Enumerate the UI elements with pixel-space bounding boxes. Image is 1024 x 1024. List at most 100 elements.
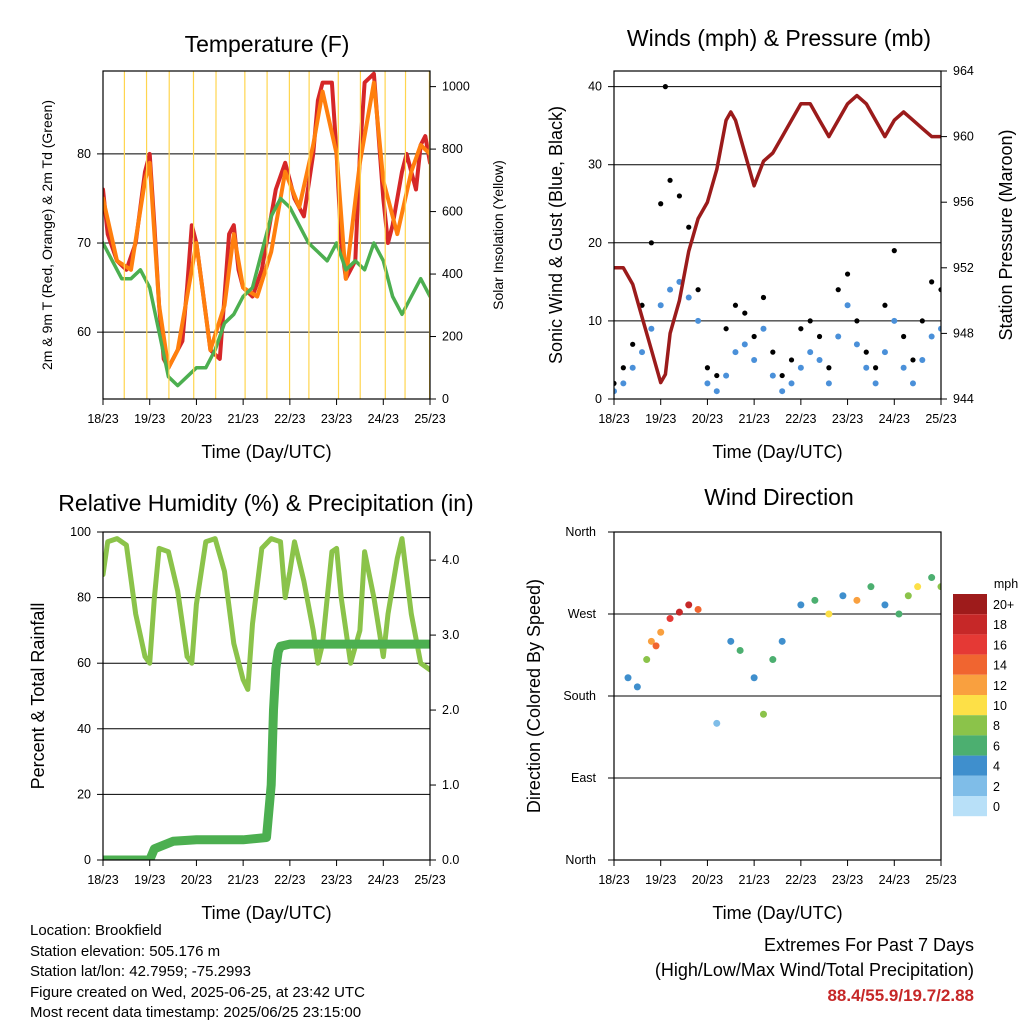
colorbar-swatch bbox=[953, 634, 987, 655]
x-tick-label: 21/23 bbox=[739, 412, 770, 426]
wind-point bbox=[863, 364, 870, 371]
gust-point bbox=[901, 333, 907, 340]
y2-tick-label: 1.0 bbox=[442, 778, 459, 792]
x-tick-label: 22/23 bbox=[785, 873, 816, 887]
colorbar-label: 4 bbox=[993, 760, 1000, 774]
colorbar-label: 16 bbox=[993, 638, 1007, 652]
colorbar-label: 20+ bbox=[993, 598, 1014, 612]
colorbar-label: 10 bbox=[993, 699, 1007, 713]
chart-panel-1: Temperature (F)6070800200400600800100018… bbox=[39, 31, 506, 462]
gust-point bbox=[714, 372, 720, 379]
latlon-text: Station lat/lon: 42.7959; -75.2993 bbox=[30, 963, 252, 980]
wind-point bbox=[779, 388, 786, 395]
recent-text: Most recent data timestamp: 2025/06/25 2… bbox=[30, 1004, 362, 1021]
y-tick-label: 20 bbox=[588, 236, 602, 250]
direction-point bbox=[736, 646, 744, 654]
gust-point bbox=[844, 271, 851, 277]
direction-point bbox=[694, 605, 702, 613]
gust-point bbox=[614, 380, 617, 386]
wind-point bbox=[732, 349, 739, 356]
x-tick-label: 22/23 bbox=[274, 412, 305, 426]
wind-point bbox=[807, 349, 814, 356]
y2-tick-label: 600 bbox=[442, 205, 463, 219]
gust-point bbox=[882, 302, 888, 308]
created-text: Figure created on Wed, 2025-06-25, at 23… bbox=[30, 983, 365, 1001]
y-axis-label: Sonic Wind & Gust (Blue, Black) bbox=[546, 106, 566, 364]
colorbar-label: 2 bbox=[993, 780, 1000, 794]
wind-point bbox=[639, 349, 646, 356]
direction-point bbox=[657, 628, 665, 636]
direction-point bbox=[778, 637, 786, 645]
x-tick-label: 18/23 bbox=[598, 873, 629, 887]
gust-point bbox=[891, 248, 897, 254]
gust-point bbox=[658, 201, 664, 207]
colorbar-label: 6 bbox=[993, 739, 1000, 753]
chart-title: Temperature (F) bbox=[185, 31, 350, 57]
direction-point bbox=[811, 596, 819, 604]
plot-area bbox=[103, 536, 430, 860]
plot-frame bbox=[102, 531, 431, 861]
extremes-title: Extremes For Past 7 Days bbox=[763, 935, 974, 955]
extremes-box: Extremes For Past 7 Days (High/Low/Max W… bbox=[655, 933, 974, 1008]
direction-point bbox=[713, 719, 721, 727]
series-line-4 bbox=[123, 71, 430, 399]
wind-point bbox=[760, 325, 767, 332]
y-tick-label: 70 bbox=[77, 236, 91, 250]
elevation-text: Station elevation: 505.176 m bbox=[30, 942, 221, 960]
x-tick-label: 23/23 bbox=[321, 412, 352, 426]
colorbar-label: 0 bbox=[993, 800, 1000, 814]
direction-point bbox=[759, 710, 767, 718]
gust-point bbox=[732, 302, 739, 308]
series-line-2 bbox=[103, 80, 430, 370]
gust-point bbox=[667, 177, 673, 183]
gust-point bbox=[910, 357, 916, 363]
gust-point bbox=[760, 294, 767, 301]
x-tick-label: 25/23 bbox=[414, 412, 445, 426]
x-tick-label: 24/23 bbox=[368, 873, 399, 887]
direction-point bbox=[727, 637, 735, 645]
direction-point bbox=[675, 608, 683, 616]
colorbar-label: 12 bbox=[993, 679, 1007, 693]
direction-point bbox=[769, 656, 777, 664]
y-tick-label: West bbox=[568, 607, 597, 621]
wind-point bbox=[648, 325, 655, 332]
colorbar-label: 18 bbox=[993, 618, 1007, 632]
gust-point bbox=[686, 224, 692, 230]
y2-axis-label: Station Pressure (Maroon) bbox=[996, 129, 1016, 340]
wind-point bbox=[657, 302, 664, 309]
series-line-2 bbox=[103, 639, 430, 860]
direction-point bbox=[825, 610, 833, 618]
direction-point bbox=[647, 637, 655, 645]
wind-point bbox=[928, 333, 935, 340]
gust-point bbox=[863, 349, 869, 355]
series-line-1 bbox=[103, 536, 430, 692]
y-tick-label: 60 bbox=[77, 325, 91, 339]
x-tick-label: 21/23 bbox=[228, 412, 259, 426]
y2-tick-label: 3.0 bbox=[442, 628, 459, 642]
x-tick-label: 24/23 bbox=[879, 412, 910, 426]
direction-point bbox=[853, 596, 861, 604]
gust-point bbox=[630, 341, 636, 347]
wind-point bbox=[667, 286, 674, 293]
y-tick-label: 60 bbox=[77, 656, 91, 670]
x-tick-label: 20/23 bbox=[181, 412, 212, 426]
wind-point bbox=[713, 388, 720, 395]
x-tick-label: 23/23 bbox=[832, 412, 863, 426]
y-tick-label: 80 bbox=[77, 147, 91, 161]
x-tick-label: 20/23 bbox=[181, 873, 212, 887]
direction-point bbox=[904, 592, 912, 600]
y-tick-label: 0 bbox=[84, 853, 91, 867]
x-tick-label: 23/23 bbox=[321, 873, 352, 887]
y2-axis-label: Solar Insolation (Yellow) bbox=[490, 160, 506, 310]
gust-point bbox=[676, 193, 683, 199]
x-tick-label: 18/23 bbox=[87, 873, 118, 887]
y2-tick-label: 960 bbox=[953, 130, 974, 144]
gust-point bbox=[835, 287, 841, 293]
gust-point bbox=[919, 318, 925, 324]
gust-point bbox=[779, 372, 785, 379]
x-tick-label: 21/23 bbox=[228, 873, 259, 887]
y-axis-label: Percent & Total Rainfall bbox=[28, 603, 48, 790]
plot-frame bbox=[613, 70, 942, 400]
wind-point bbox=[909, 380, 916, 387]
